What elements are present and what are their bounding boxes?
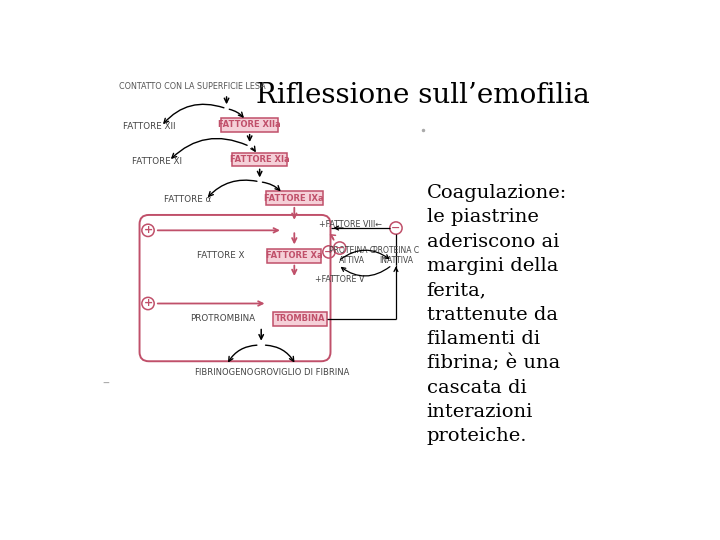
FancyBboxPatch shape xyxy=(267,249,321,262)
Text: FIBRINOGENO: FIBRINOGENO xyxy=(194,368,254,377)
Text: −: − xyxy=(391,223,400,233)
FancyBboxPatch shape xyxy=(266,191,323,205)
Text: +: + xyxy=(143,225,153,235)
Text: TROMBINA: TROMBINA xyxy=(274,314,325,323)
Text: −: − xyxy=(335,243,344,253)
Text: FATTORE XI: FATTORE XI xyxy=(132,157,182,166)
FancyBboxPatch shape xyxy=(221,118,278,132)
Text: PROTEINA C
ATTIVA: PROTEINA C ATTIVA xyxy=(329,246,375,266)
Text: FATTORE XIa: FATTORE XIa xyxy=(230,155,289,164)
Text: −: − xyxy=(324,247,333,257)
Text: CONTATTO CON LA SUPERFICIE LESA: CONTATTO CON LA SUPERFICIE LESA xyxy=(119,82,265,91)
Text: –: – xyxy=(102,377,109,392)
FancyBboxPatch shape xyxy=(273,312,327,326)
Text: Coagulazione:
le piastrine
aderiscono ai
margini della
ferita,
trattenute da
fil: Coagulazione: le piastrine aderiscono ai… xyxy=(427,184,567,445)
Text: FATTORE α: FATTORE α xyxy=(164,195,212,204)
FancyBboxPatch shape xyxy=(232,153,287,166)
Text: PROTROMBINA: PROTROMBINA xyxy=(190,314,256,323)
Text: FATTORE XIIa: FATTORE XIIa xyxy=(218,120,281,130)
Text: FATTORE X: FATTORE X xyxy=(197,251,244,260)
Text: +: + xyxy=(143,299,153,308)
Text: FATTORE IXa: FATTORE IXa xyxy=(264,193,324,202)
Text: +FATTORE VIII←: +FATTORE VIII← xyxy=(319,220,382,229)
Text: +FATTORE V: +FATTORE V xyxy=(315,275,364,284)
Text: FATTORE XII: FATTORE XII xyxy=(123,122,176,131)
Text: PROTEINA C
INATTIVA: PROTEINA C INATTIVA xyxy=(373,246,419,266)
Text: FATTORE Xa: FATTORE Xa xyxy=(266,251,323,260)
Text: GROVIGLIO DI FIBRINA: GROVIGLIO DI FIBRINA xyxy=(253,368,349,377)
Text: Riflessione sull’emofilia: Riflessione sull’emofilia xyxy=(256,82,590,109)
